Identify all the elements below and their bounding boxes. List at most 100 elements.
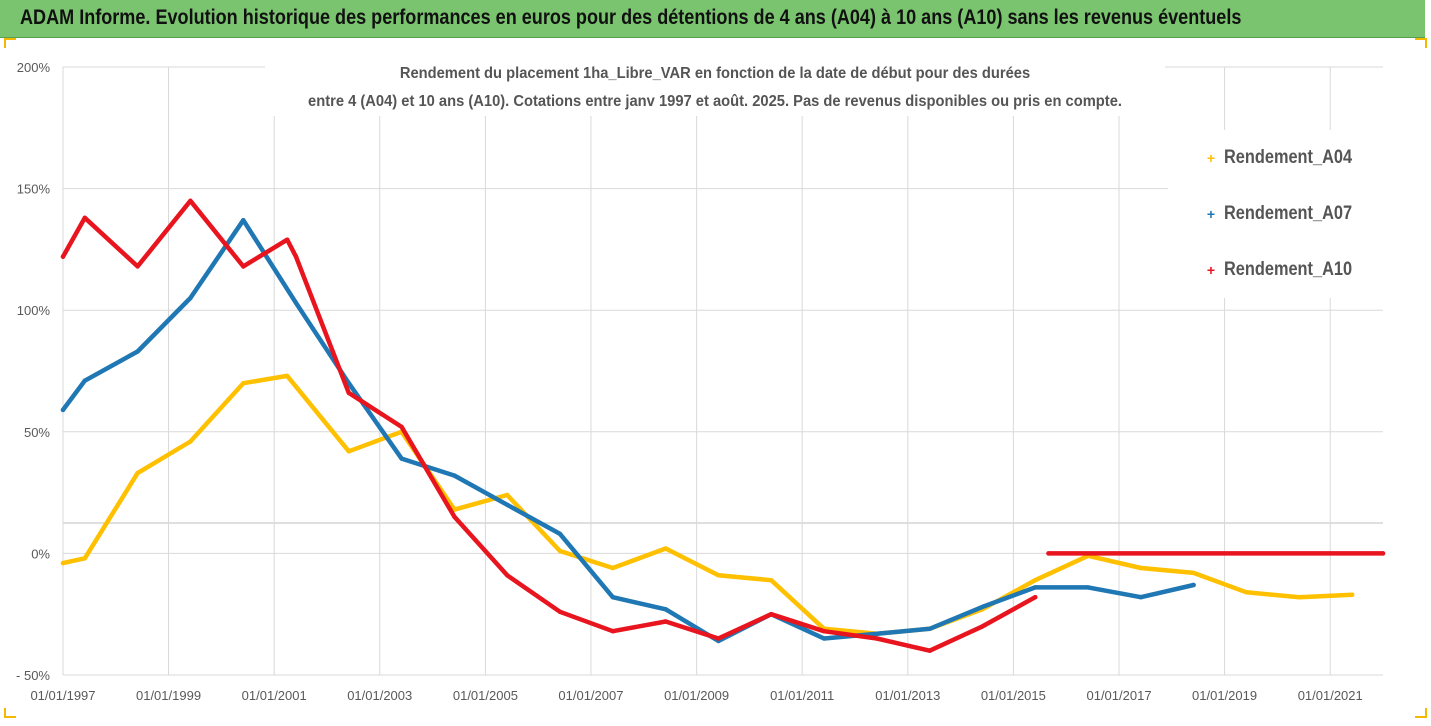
corner-mark-bottom-left [4, 708, 16, 718]
data-point-a04 [188, 439, 193, 444]
data-point-a07 [241, 218, 246, 223]
x-tick-label: 01/01/2021 [1298, 688, 1363, 703]
data-point-a04 [716, 573, 721, 578]
x-tick-label: 01/01/2001 [242, 688, 307, 703]
data-point-a10 [399, 424, 404, 430]
legend-label-a04: Rendement_A04 [1224, 147, 1353, 168]
y-axis-ticks: 200% 150% 100% 50% 0% - 50% [16, 60, 50, 683]
x-tick-label: 01/01/2003 [347, 688, 412, 703]
chart-title-line-1: Rendement du placement 1ha_Libre_VAR en … [399, 65, 1031, 82]
legend-item-a10: + Rendement_A10 [1168, 242, 1383, 298]
data-point-a07 [927, 626, 932, 631]
data-point-a04 [135, 470, 140, 476]
data-point-a07 [1085, 585, 1091, 590]
corner-mark-top-right [1415, 38, 1427, 48]
legend-marker-a10: + [1206, 262, 1216, 278]
data-point-a07 [1191, 582, 1196, 588]
data-point-a07 [557, 531, 563, 537]
x-tick-label: 01/01/2013 [875, 688, 940, 703]
chart-legend: + Rendement_A04 + Rendement_A07 + Rendem… [1168, 130, 1383, 298]
data-point-a10 [346, 390, 351, 396]
data-point-a10 [1380, 551, 1386, 556]
data-point-a10 [135, 264, 140, 269]
chart-area: 200% 150% 100% 50% 0% - 50% 01/01/1997 01/01/1… [0, 38, 1431, 721]
x-tick-label: 01/01/2015 [981, 688, 1046, 703]
x-tick-label: 01/01/2007 [558, 688, 623, 703]
chart-title-line-2: entre 4 (A04) et 10 ans (A10). Cotations… [308, 93, 1122, 110]
data-point-a10 [293, 254, 299, 259]
data-point-a07 [135, 349, 140, 354]
legend-marker-a07: + [1206, 206, 1216, 222]
corner-mark-bottom-right [1415, 708, 1427, 718]
data-point-a04 [505, 492, 510, 498]
data-point-a07 [874, 631, 880, 636]
legend-item-a04: + Rendement_A04 [1168, 130, 1383, 186]
legend-marker-a04: + [1206, 150, 1216, 166]
legend-label-a10: Rendement_A10 [1224, 259, 1353, 280]
y-tick-label: 150% [17, 182, 51, 197]
series-lines [60, 198, 1386, 653]
data-point-a07 [188, 295, 193, 301]
data-point-a07 [452, 473, 457, 478]
line-chart: 200%150%100%50%0%- 50% 01/01/1997 01/01/1… [16, 60, 1386, 703]
data-point-a04 [1244, 590, 1249, 595]
data-point-a10 [716, 636, 721, 641]
data-point-a10 [188, 198, 193, 203]
data-point-a10 [285, 237, 290, 242]
x-tick-label: 01/01/1997 [30, 688, 95, 703]
y-tick-label: 0% [31, 546, 50, 561]
x-tick-label: 01/01/1999 [136, 688, 201, 703]
x-axis-ticks: 01/01/1997 01/01/1999 01/01/2001 01/01/2003… [30, 688, 1362, 703]
data-point-a04 [1033, 578, 1038, 583]
chart-title: Rendement du placement 1ha_Libre_VAR en … [265, 60, 1165, 116]
data-point-a10 [927, 648, 932, 653]
data-point-a04 [1297, 595, 1302, 600]
data-point-a04 [1191, 570, 1196, 576]
data-point-a10 [980, 624, 985, 629]
data-point-a10 [452, 514, 457, 520]
x-tick-label: 01/01/2011 [770, 688, 834, 703]
data-point-a10 [610, 629, 615, 634]
x-tick-label: 01/01/2017 [1086, 688, 1151, 703]
data-point-a10 [1046, 551, 1051, 556]
gridlines [62, 66, 1383, 676]
y-tick-label: 100% [17, 303, 51, 318]
data-point-a07 [663, 607, 668, 612]
data-point-a10 [821, 629, 827, 634]
data-point-a10 [874, 636, 880, 641]
data-point-a07 [293, 300, 299, 306]
data-point-a04 [241, 381, 246, 386]
report-header-bar: ADAM Informe. Evolution historique des p… [0, 0, 1425, 38]
data-point-a10 [557, 609, 563, 614]
data-point-a10 [663, 619, 668, 624]
data-point-a04 [769, 578, 774, 583]
data-point-a04 [557, 548, 563, 554]
data-point-a07 [1033, 585, 1038, 590]
x-tick-label: 01/01/2019 [1192, 688, 1257, 703]
data-point-a07 [505, 502, 510, 507]
data-point-a07 [60, 407, 66, 413]
data-point-a04 [1349, 592, 1355, 597]
y-tick-label: - 50% [16, 668, 50, 683]
data-point-a10 [82, 215, 88, 220]
data-point-a04 [1138, 565, 1144, 571]
data-point-a07 [82, 378, 88, 383]
y-tick-label: 200% [17, 60, 51, 75]
report-title: ADAM Informe. Evolution historique des p… [20, 6, 1242, 29]
x-tick-label: 01/01/2005 [453, 688, 518, 703]
data-point-a07 [1138, 595, 1144, 600]
data-point-a04 [60, 560, 66, 566]
data-point-a07 [980, 604, 985, 610]
data-point-a04 [610, 565, 615, 571]
series-line-a04 [60, 373, 1355, 636]
y-tick-label: 50% [24, 425, 50, 440]
data-point-a10 [241, 264, 246, 269]
data-point-a07 [821, 636, 827, 641]
data-point-a10 [769, 612, 774, 617]
data-point-a04 [346, 449, 351, 454]
data-point-a07 [399, 456, 404, 461]
data-point-a10 [505, 573, 510, 578]
data-point-a04 [285, 373, 290, 379]
series-line-a07 [60, 217, 1196, 644]
data-point-a04 [82, 556, 88, 561]
